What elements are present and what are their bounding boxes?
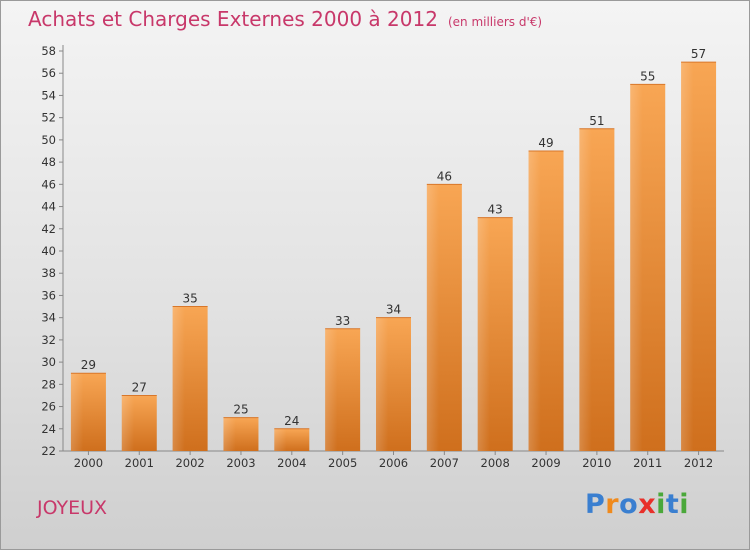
x-tick-label: 2003: [226, 456, 255, 470]
bar-highlight: [477, 217, 490, 451]
data-label: 46: [437, 169, 452, 183]
bar-highlight: [579, 128, 592, 451]
x-tick-label: 2008: [481, 456, 510, 470]
data-label: 57: [691, 47, 706, 61]
data-label: 34: [386, 303, 401, 317]
bar-highlight: [630, 84, 643, 451]
y-tick-label: 40: [41, 244, 56, 258]
bar-highlight: [681, 62, 694, 451]
y-tick-label: 56: [41, 66, 56, 80]
bar-highlight: [121, 395, 135, 451]
y-tick-label: 46: [41, 177, 56, 191]
x-tick-label: 2010: [582, 456, 611, 470]
x-tick-label: 2009: [531, 456, 560, 470]
y-tick-label: 26: [41, 400, 56, 414]
bar-highlight: [325, 328, 338, 451]
x-tick-label: 2002: [175, 456, 204, 470]
y-tick-label: 28: [41, 377, 56, 391]
data-label: 24: [284, 414, 299, 428]
y-tick-label: 44: [41, 200, 56, 214]
logo-letter: t: [665, 489, 680, 520]
logo-letter: i: [679, 489, 690, 520]
x-tick-label: 2012: [684, 456, 713, 470]
y-tick-label: 36: [41, 288, 56, 302]
bar-highlight: [223, 417, 236, 451]
commune-name: JOYEUX: [37, 497, 108, 519]
data-label: 27: [132, 380, 147, 394]
y-tick-label: 24: [41, 422, 56, 436]
y-tick-label: 50: [41, 133, 56, 147]
proxiti-logo: Proxiti: [585, 489, 689, 520]
chart-title: Achats et Charges Externes 2000 à 2012 (e…: [28, 7, 542, 31]
y-tick-label: 22: [41, 444, 56, 458]
y-tick-label: 38: [41, 266, 56, 280]
y-tick-label: 34: [41, 311, 56, 325]
data-label: 25: [233, 403, 248, 417]
bar-highlight: [172, 306, 185, 451]
bar-highlight: [528, 151, 541, 451]
x-tick-label: 2006: [379, 456, 408, 470]
y-tick-label: 52: [41, 111, 56, 125]
logo-letter: P: [585, 489, 606, 520]
data-label: 43: [488, 203, 503, 217]
data-label: 49: [538, 136, 553, 150]
y-tick-label: 54: [41, 88, 56, 102]
data-label: 55: [640, 69, 655, 83]
x-tick-label: 2004: [277, 456, 306, 470]
data-label: 35: [182, 292, 197, 306]
y-tick-label: 42: [41, 222, 56, 236]
logo-letter: x: [638, 489, 657, 520]
x-tick-label: 2011: [633, 456, 662, 470]
y-tick-label: 32: [41, 333, 56, 347]
chart-unit: (en milliers d'€): [447, 15, 543, 29]
logo-letter: o: [619, 489, 639, 520]
data-label: 33: [335, 314, 350, 328]
data-label: 29: [81, 358, 96, 372]
logo-letter: i: [656, 489, 666, 520]
bar-highlight: [426, 184, 440, 452]
logo-letter: r: [605, 489, 620, 520]
x-tick-label: 2007: [430, 456, 459, 470]
y-tick-label: 30: [41, 355, 56, 369]
x-tick-label: 2001: [125, 456, 154, 470]
x-tick-label: 2005: [328, 456, 357, 470]
y-tick-label: 48: [41, 155, 56, 169]
data-label: 51: [589, 114, 604, 128]
x-tick-label: 2000: [74, 456, 103, 470]
bar-highlight: [274, 428, 287, 451]
chart-title-text: Achats et Charges Externes 2000 à 2012: [28, 7, 438, 31]
y-tick-label: 58: [41, 44, 56, 58]
bar-highlight: [70, 373, 84, 451]
bar-highlight: [376, 317, 389, 451]
